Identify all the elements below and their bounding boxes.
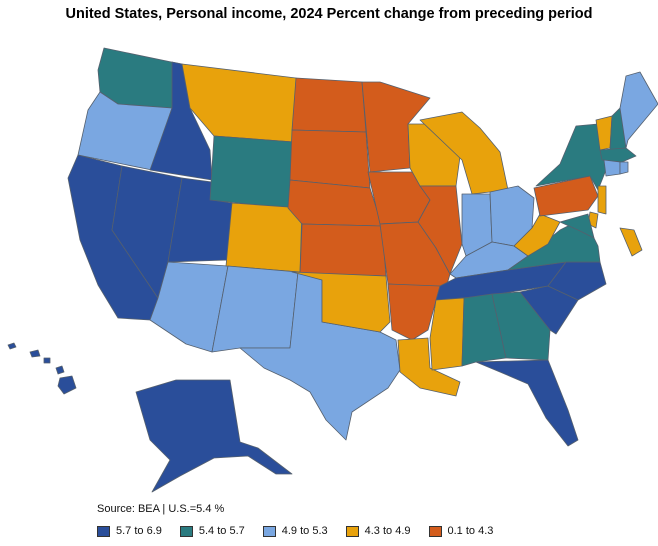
legend-item: 5.4 to 5.7	[179, 525, 245, 537]
legend-label: 5.7 to 6.9	[116, 525, 162, 537]
state-dc[interactable]	[619, 227, 643, 257]
legend-item: 4.9 to 5.3	[262, 525, 328, 537]
state-mi[interactable]	[419, 111, 509, 195]
legend-swatch	[97, 525, 110, 537]
state-ct[interactable]	[603, 159, 621, 177]
state-ms[interactable]	[429, 297, 465, 371]
state-co[interactable]	[225, 202, 303, 273]
legend: 5.7 to 6.9 5.4 to 5.7 4.9 to 5.3 4.3 to …	[97, 525, 511, 537]
state-fl[interactable]	[475, 359, 579, 447]
legend-label: 5.4 to 5.7	[198, 525, 245, 537]
legend-label: 4.9 to 5.3	[281, 525, 328, 537]
state-nj[interactable]	[597, 185, 607, 215]
state-ok[interactable]	[291, 271, 391, 333]
state-al[interactable]	[461, 293, 507, 367]
legend-swatch	[179, 525, 193, 537]
state-nc[interactable]	[547, 261, 607, 301]
legend-item: 0.1 to 4.3	[428, 525, 494, 537]
legend-swatch	[345, 525, 359, 537]
state-wy[interactable]	[209, 135, 295, 209]
state-hi[interactable]	[7, 342, 77, 395]
state-md[interactable]	[559, 213, 595, 239]
source-note: Source: BEA | U.S.=5.4 %	[97, 503, 225, 515]
state-ak[interactable]	[135, 379, 293, 493]
state-il[interactable]	[417, 185, 463, 275]
legend-label: 0.1 to 4.3	[447, 525, 494, 537]
legend-label: 4.3 to 4.9	[364, 525, 411, 537]
state-me[interactable]	[619, 71, 658, 149]
legend-item: 4.3 to 4.9	[345, 525, 411, 537]
state-va[interactable]	[507, 217, 601, 271]
state-la[interactable]	[397, 337, 461, 397]
state-sc[interactable]	[519, 285, 579, 335]
legend-item: 5.7 to 6.9	[97, 525, 162, 537]
state-sd[interactable]	[289, 129, 371, 189]
legend-swatch	[428, 525, 442, 537]
map-title: United States, Personal income, 2024 Per…	[65, 6, 593, 22]
state-nd[interactable]	[291, 77, 367, 133]
state-ks[interactable]	[299, 223, 387, 277]
state-ar[interactable]	[387, 283, 441, 341]
legend-swatch	[262, 525, 276, 537]
state-ma[interactable]	[599, 147, 637, 163]
state-ri[interactable]	[619, 161, 629, 175]
state-ga[interactable]	[491, 291, 551, 361]
